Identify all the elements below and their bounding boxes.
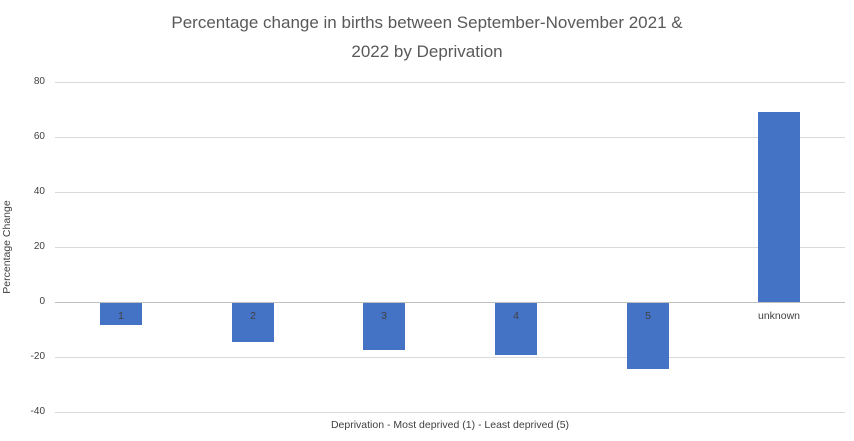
gridline bbox=[55, 137, 845, 138]
y-axis-title: Percentage Change bbox=[1, 200, 13, 294]
bar bbox=[627, 303, 669, 369]
bar bbox=[232, 303, 274, 342]
y-tick-label: 40 bbox=[33, 186, 45, 197]
bar bbox=[758, 112, 800, 302]
gridline bbox=[55, 247, 845, 248]
y-tick-label: 60 bbox=[33, 131, 45, 142]
category-label: unknown bbox=[757, 310, 801, 322]
bar bbox=[100, 303, 142, 325]
x-axis-title: Deprivation - Most deprived (1) - Least … bbox=[330, 419, 570, 431]
gridline bbox=[55, 82, 845, 83]
bar bbox=[495, 303, 537, 355]
category-label: 3 bbox=[381, 310, 387, 322]
y-tick-label: 20 bbox=[33, 241, 45, 252]
category-label: 4 bbox=[513, 310, 519, 322]
y-tick-label: 0 bbox=[39, 296, 45, 307]
gridline bbox=[55, 192, 845, 193]
category-label: 5 bbox=[645, 310, 651, 322]
category-label: 1 bbox=[118, 310, 124, 322]
gridline bbox=[55, 357, 845, 358]
category-label: 2 bbox=[250, 310, 256, 322]
chart-title-line-2: 2022 by Deprivation bbox=[351, 42, 503, 61]
chart-title: Percentage change in births between Sept… bbox=[0, 8, 854, 66]
chart-title-line-1: Percentage change in births between Sept… bbox=[171, 13, 683, 32]
y-tick-label: -20 bbox=[30, 351, 45, 362]
bar bbox=[363, 303, 405, 350]
gridline bbox=[55, 412, 845, 413]
x-axis-line bbox=[55, 302, 845, 303]
y-tick-label: -40 bbox=[30, 406, 45, 417]
y-tick-label: 80 bbox=[33, 76, 45, 87]
